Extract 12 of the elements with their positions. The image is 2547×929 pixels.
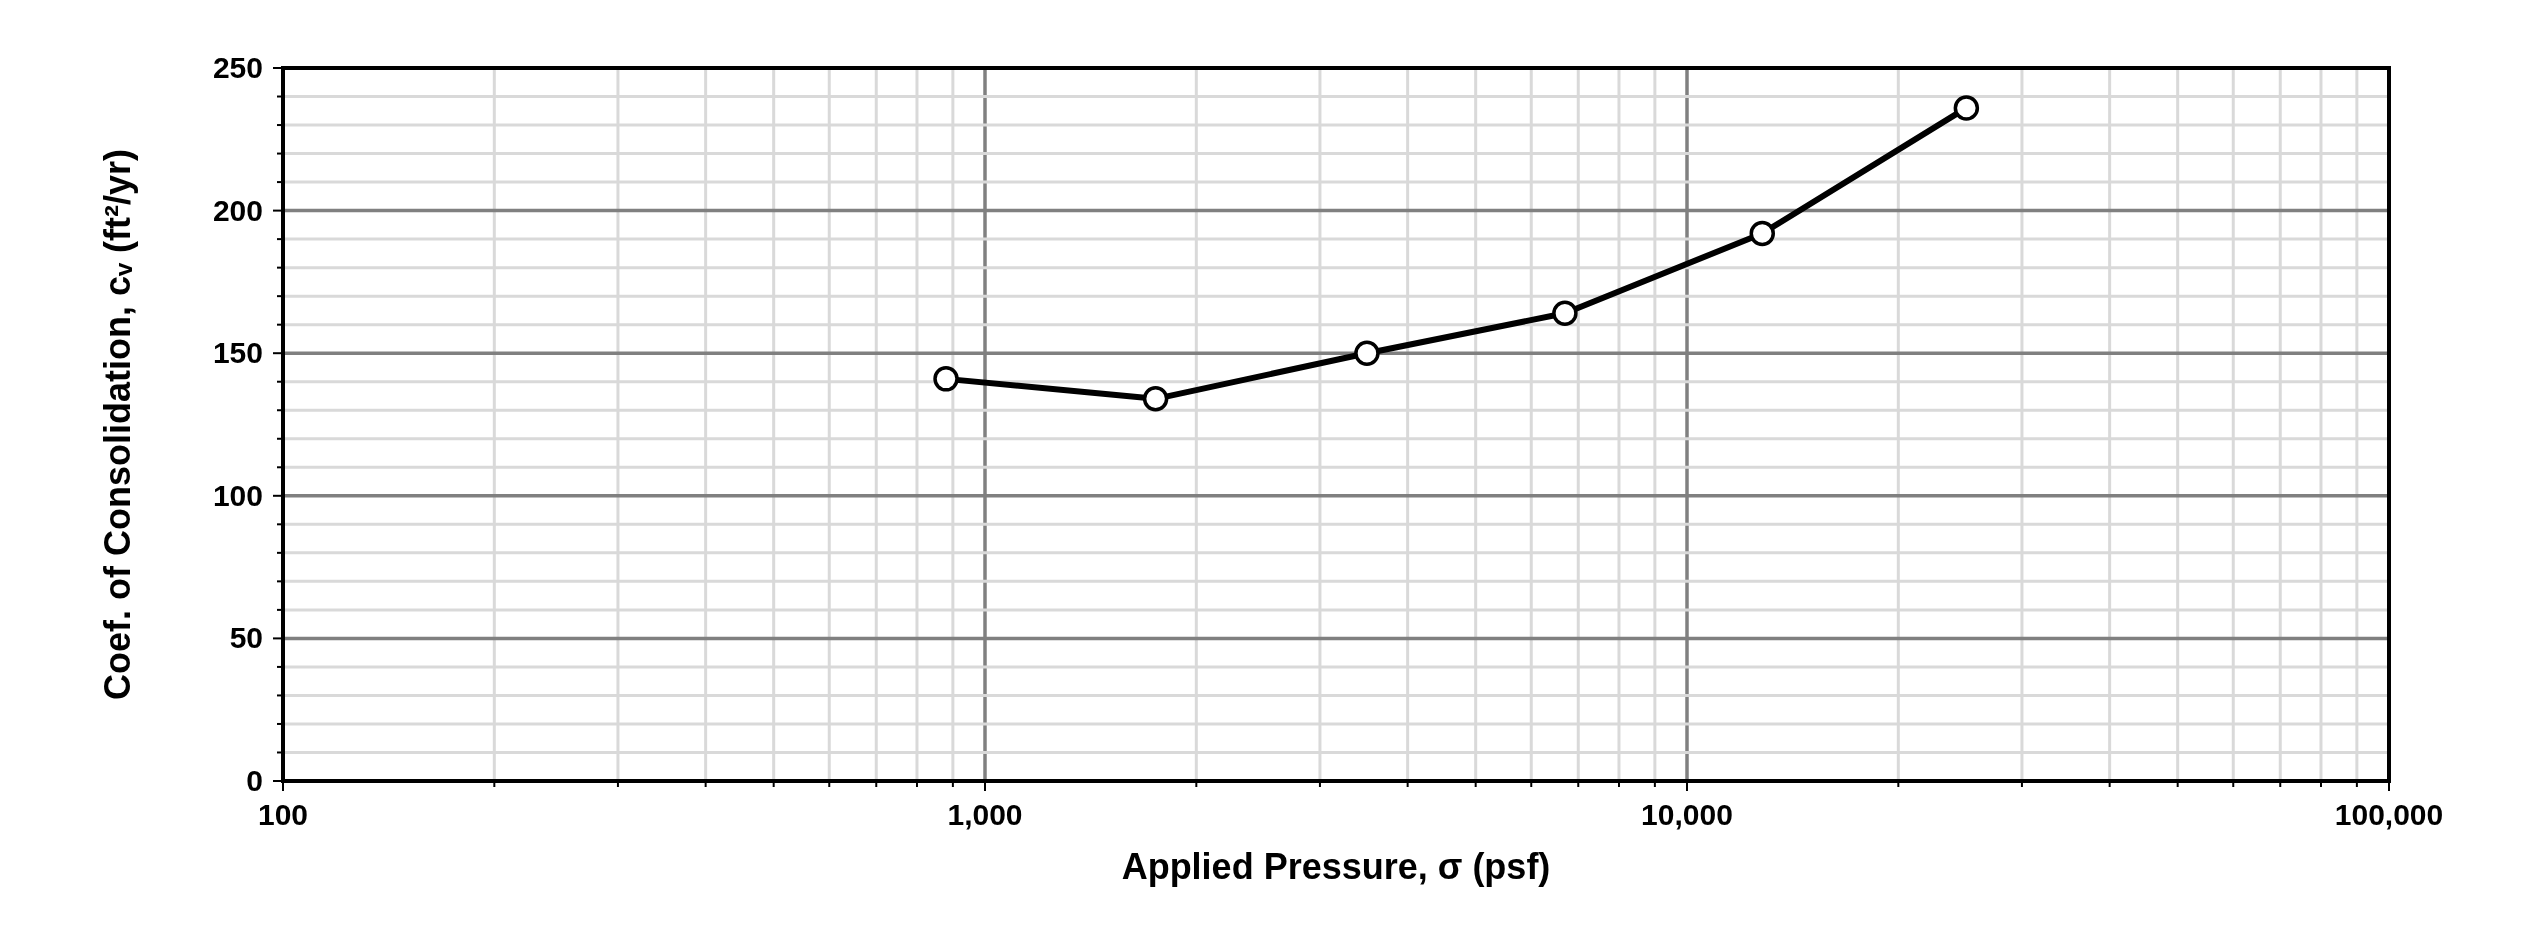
y-axis-title: Coef. of Consolidation, cᵥ (ft²/yr): [97, 148, 138, 701]
y-tick-label: 100: [212, 478, 263, 512]
y-tick-label: 50: [229, 621, 263, 655]
x-axis-title: Applied Pressure, σ (psf): [1121, 846, 1551, 887]
y-tick-label: 0: [246, 764, 263, 797]
x-tick-label: 100,000: [2334, 798, 2444, 831]
y-tick-label: 200: [212, 193, 263, 227]
x-tick-label: 100: [257, 798, 309, 831]
x-tick-label: 10,000: [1641, 798, 1733, 831]
x-tick-label: 1,000: [947, 798, 1023, 831]
y-tick-label: 150: [212, 336, 263, 370]
y-tick-label: 250: [212, 51, 263, 84]
